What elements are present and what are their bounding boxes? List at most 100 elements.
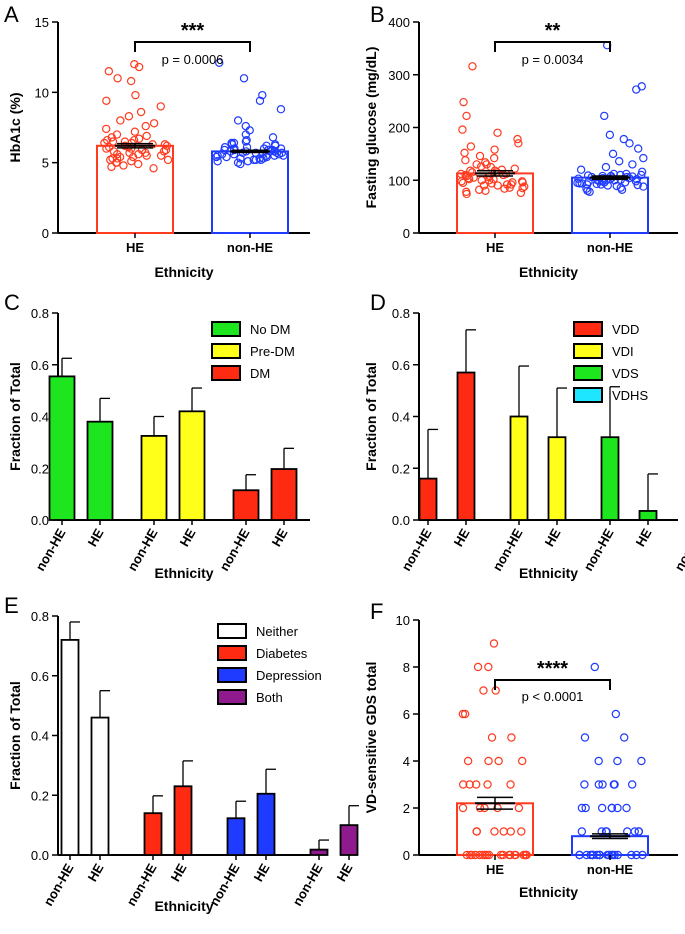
bar (178, 410, 206, 521)
data-point (601, 162, 611, 172)
data-point (274, 150, 284, 159)
legend-swatch (573, 343, 603, 359)
data-point (622, 803, 631, 813)
y-tick-label: 15 (35, 15, 49, 30)
data-point (594, 756, 603, 766)
data-point (518, 178, 527, 187)
data-point (466, 142, 476, 151)
y-axis-title: Fraction of Total (7, 681, 23, 790)
data-point (161, 145, 171, 155)
data-point (592, 179, 601, 189)
data-point (465, 780, 474, 789)
data-point (514, 139, 523, 148)
data-point (611, 709, 621, 719)
data-point (585, 187, 594, 197)
data-point (577, 827, 587, 836)
data-point (108, 137, 118, 146)
bar (173, 785, 193, 856)
data-point (613, 850, 622, 860)
data-point (638, 850, 647, 860)
data-point (500, 184, 509, 193)
data-point (612, 181, 621, 191)
legend-swatch (211, 365, 241, 381)
data-point (634, 827, 644, 836)
data-point (215, 58, 224, 67)
data-point (464, 174, 474, 184)
data-point (632, 174, 642, 184)
data-point (597, 803, 607, 813)
data-point (597, 827, 606, 836)
data-point (494, 756, 503, 766)
data-point (467, 850, 477, 860)
bar (60, 639, 80, 856)
y-tick-label: 0.0 (392, 513, 410, 528)
data-point (142, 131, 151, 141)
data-point (620, 733, 629, 742)
data-point (119, 161, 128, 170)
bar (456, 371, 476, 521)
data-point (104, 67, 114, 76)
data-point (637, 170, 646, 180)
data-point (113, 74, 122, 83)
data-point (475, 185, 484, 194)
data-point (463, 756, 473, 766)
data-point (222, 152, 231, 162)
data-point (522, 850, 531, 860)
data-point (472, 827, 481, 836)
x-tick-label: HE (168, 861, 190, 884)
data-point (580, 733, 590, 742)
data-point (498, 850, 508, 860)
data-point (472, 160, 481, 169)
bar (143, 812, 163, 856)
data-point (112, 158, 121, 167)
data-point (460, 709, 470, 719)
panel-label-B: B (370, 2, 385, 27)
x-tick-label: non-HE (580, 526, 616, 574)
data-point (141, 148, 150, 158)
data-point (490, 145, 499, 154)
legend-swatch (211, 321, 241, 337)
data-point (270, 151, 279, 160)
data-point (639, 182, 648, 191)
p-value-label: p = 0.0006 (162, 52, 224, 67)
data-point (134, 134, 144, 143)
data-point (156, 102, 165, 111)
panel-label-F: F (370, 599, 383, 624)
data-point (268, 145, 277, 155)
data-point (601, 827, 611, 836)
data-point (581, 803, 590, 813)
y-tick-label: 0.2 (31, 461, 49, 476)
data-point (130, 127, 140, 136)
data-point (473, 662, 483, 672)
y-tick-label: 0.8 (31, 306, 49, 321)
data-point (276, 105, 286, 114)
data-point (619, 134, 628, 144)
x-tick-label: HE (85, 526, 107, 549)
data-point (598, 780, 607, 789)
x-tick-label: non-HE (206, 861, 242, 909)
data-point (506, 827, 516, 836)
data-point (458, 125, 467, 134)
bar (48, 375, 76, 521)
data-point (632, 850, 641, 860)
data-point (159, 147, 169, 156)
data-point (475, 151, 485, 161)
legend-swatch (217, 623, 247, 639)
data-point (462, 189, 471, 199)
data-point (243, 157, 253, 166)
legend-swatch (573, 321, 603, 337)
y-tick-label: 300 (388, 68, 410, 83)
data-point (637, 756, 646, 766)
data-point (141, 121, 150, 131)
data-point (490, 153, 499, 163)
data-point (116, 116, 125, 125)
significance-stars: **** (537, 658, 568, 680)
bar (509, 415, 529, 521)
data-point (107, 133, 116, 142)
y-tick-label: 0.0 (31, 848, 49, 863)
data-point (627, 850, 636, 860)
data-point (518, 756, 527, 766)
legend-swatch (573, 387, 603, 403)
x-tick-label: non-HE (216, 526, 252, 574)
